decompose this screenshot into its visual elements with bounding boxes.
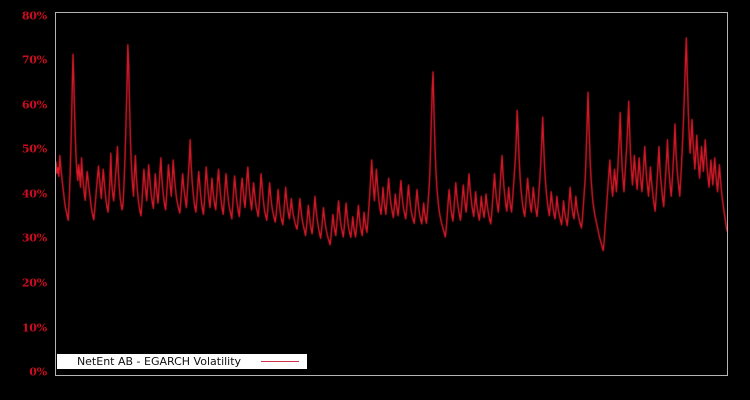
y-tick-label-40: 40% xyxy=(21,187,47,201)
legend-label: NetEnt AB - EGARCH Volatility xyxy=(76,355,242,368)
chart-legend: NetEnt AB - EGARCH Volatility xyxy=(57,354,307,369)
y-tick-label-60: 60% xyxy=(21,98,47,112)
y-tick-label-80: 80% xyxy=(21,9,47,23)
y-tick-label-50: 50% xyxy=(21,142,47,156)
volatility-line-series xyxy=(56,13,727,375)
legend-line-swatch xyxy=(261,361,299,362)
y-tick-label-10: 10% xyxy=(21,321,47,335)
y-tick-label-70: 70% xyxy=(21,53,47,67)
y-axis: 80% 70% 60% 50% 40% 30% 20% 10% 0% xyxy=(0,0,55,400)
plot-area xyxy=(55,12,728,376)
y-tick-label-20: 20% xyxy=(21,276,47,290)
y-tick-label-30: 30% xyxy=(21,231,47,245)
y-tick-label-0: 0% xyxy=(29,365,47,379)
